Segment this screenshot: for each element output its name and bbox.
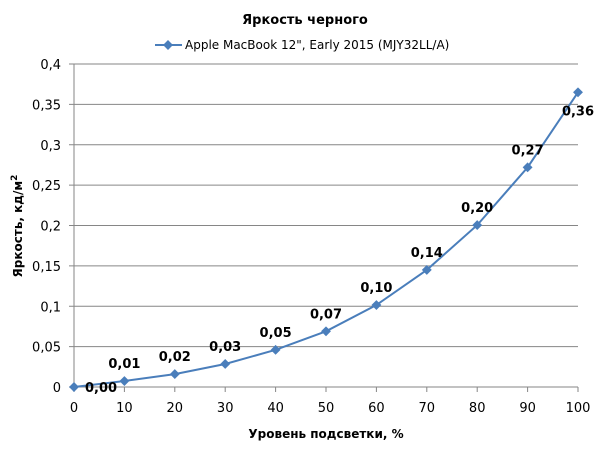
x-axis-label: Уровень подсветки, % (248, 427, 403, 441)
data-label: 0,00 (85, 381, 117, 396)
x-tick-label: 10 (116, 401, 133, 416)
data-label: 0,02 (159, 350, 191, 365)
y-tick-label: 0,05 (32, 341, 61, 356)
x-tick-label: 70 (419, 401, 436, 416)
data-label: 0,10 (360, 281, 392, 296)
y-tick-label: 0,2 (40, 220, 61, 235)
data-point (270, 344, 281, 355)
x-tick-label: 50 (318, 401, 335, 416)
x-tick-label: 0 (70, 401, 78, 416)
data-point (522, 162, 533, 173)
data-point (220, 359, 231, 369)
data-label: 0,01 (108, 357, 140, 372)
data-label: 0,36 (562, 104, 594, 119)
data-point (371, 300, 382, 310)
data-point (321, 326, 331, 337)
data-point (169, 369, 180, 380)
x-tick-label: 60 (368, 401, 385, 416)
y-tick-label: 0 (53, 381, 61, 396)
legend-label: Apple MacBook 12", Early 2015 (MJY32LL/A… (185, 38, 449, 52)
x-tick-label: 40 (267, 401, 284, 416)
data-label: 0,20 (461, 201, 493, 216)
x-tick-label: 90 (519, 401, 536, 416)
data-label: 0,07 (310, 307, 342, 322)
data-point (69, 382, 79, 392)
data-point (421, 264, 432, 275)
series-line (73, 91, 579, 388)
data-point (119, 376, 130, 386)
y-tick-label: 0,3 (40, 139, 61, 154)
y-tick-label: 0,35 (32, 98, 61, 113)
y-tick-label: 0,15 (32, 260, 61, 275)
y-tick-label: 0,4 (40, 58, 61, 73)
x-tick-label: 100 (566, 401, 591, 416)
data-point (573, 87, 583, 98)
x-tick-label: 20 (167, 401, 184, 416)
chart-title: Яркость черного (242, 13, 368, 28)
data-label: 0,27 (512, 143, 544, 158)
data-label: 0,14 (411, 246, 443, 261)
y-axis-label: Яркость, кд/м2 (10, 175, 25, 278)
data-point (472, 220, 483, 231)
data-label: 0,03 (209, 340, 241, 355)
x-tick-label: 80 (469, 401, 486, 416)
legend-marker (163, 40, 173, 50)
y-tick-label: 0,25 (32, 179, 61, 194)
data-label: 0,05 (260, 326, 292, 341)
y-tick-label: 0,1 (40, 300, 61, 315)
x-tick-label: 30 (217, 401, 234, 416)
legend: Apple MacBook 12", Early 2015 (MJY32LL/A… (155, 38, 449, 52)
